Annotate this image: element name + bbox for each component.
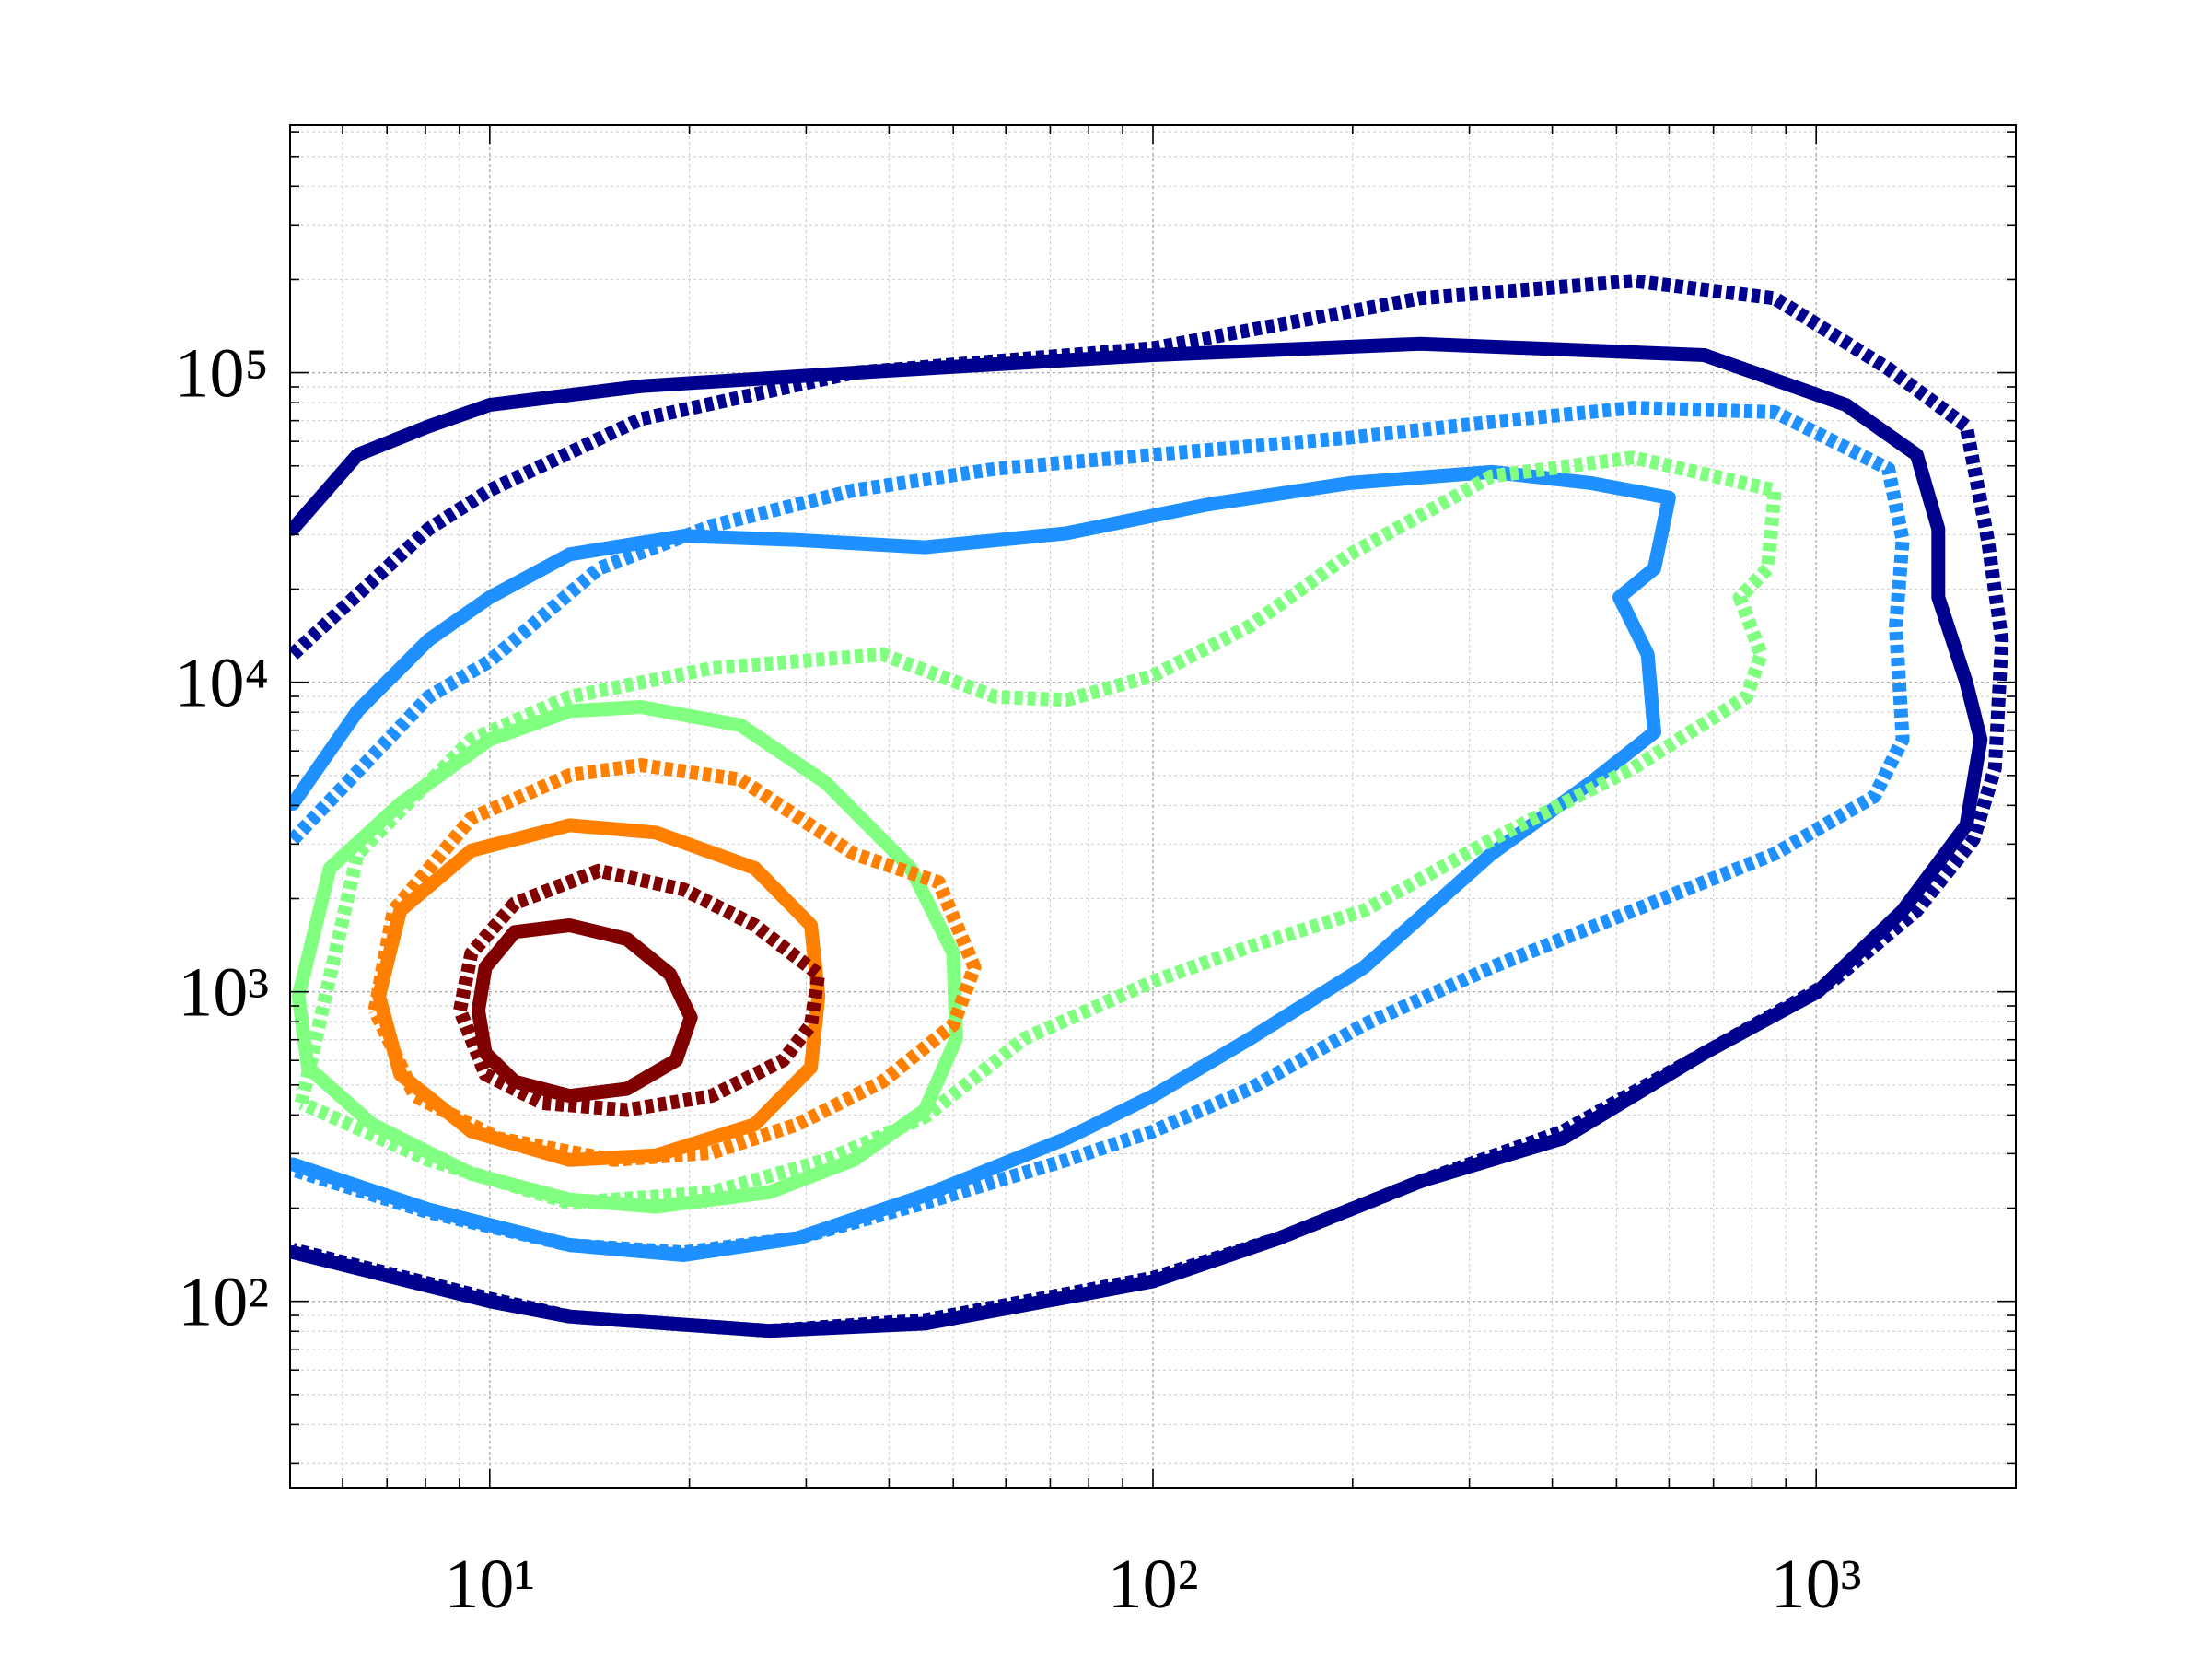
y-tick-label: 10³ — [178, 954, 269, 1032]
y-tick-label: 10⁴ — [175, 645, 270, 722]
contour-line — [367, 758, 982, 1167]
axes: 10¹ 10² 10³ 10² 10³ 10⁴ 10⁵ — [175, 124, 2017, 1623]
plot-area — [290, 274, 2009, 1338]
contour-line — [290, 401, 1910, 1259]
contour-line — [453, 863, 826, 1117]
x-tick-label: 10² — [1108, 1546, 1199, 1623]
y-tick-label: 10² — [178, 1264, 269, 1341]
y-tick-label: 10⁵ — [175, 335, 270, 413]
contour-line — [294, 450, 1782, 1210]
x-tick-label: 10¹ — [444, 1546, 535, 1623]
x-tick-label: 10³ — [1771, 1546, 1862, 1623]
contour-line — [290, 274, 2009, 1338]
axes-box — [289, 124, 2017, 1489]
